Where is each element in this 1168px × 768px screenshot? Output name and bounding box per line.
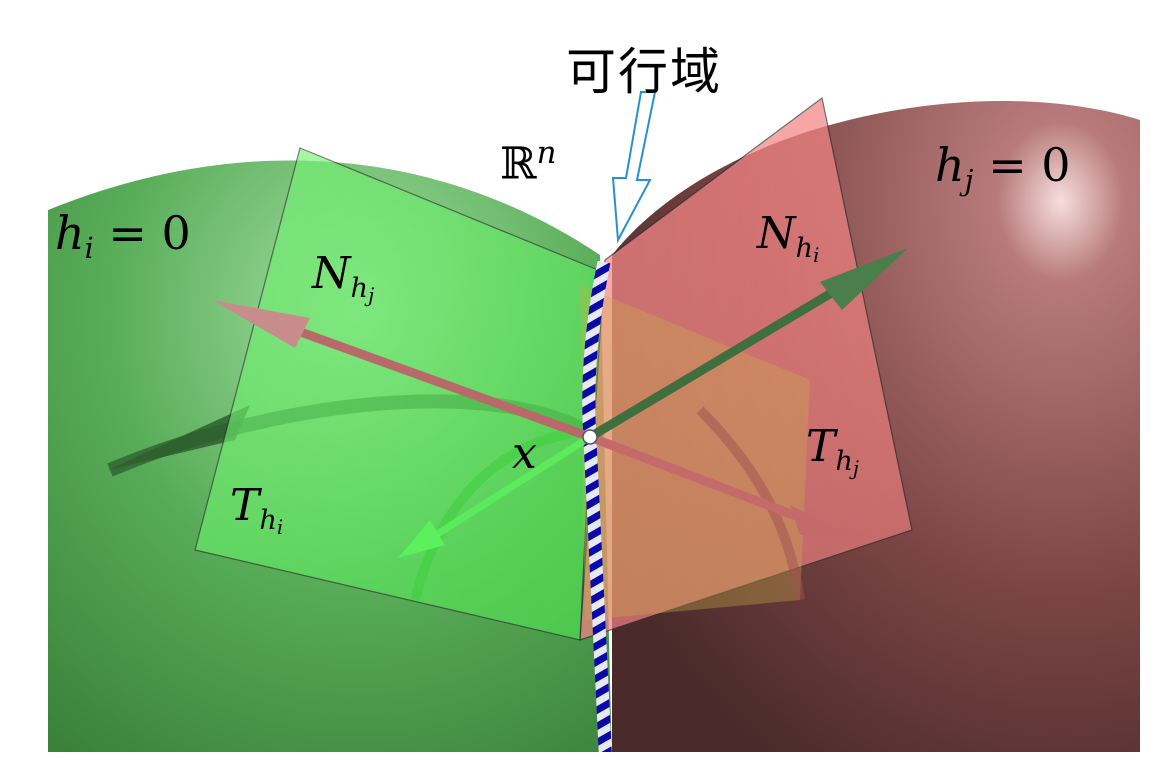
space-label-sup: n	[536, 135, 557, 171]
tangent-hj-var: T	[806, 421, 836, 472]
tangent-hi-label: Thi	[230, 484, 283, 537]
normal-hj-label: Nhj	[312, 252, 374, 305]
tangent-hi-sub: hi	[259, 504, 284, 539]
tangent-hi-subsub: i	[276, 515, 284, 539]
tangent-hj-arrowhead	[790, 505, 850, 535]
space-label-base: ℝ	[500, 138, 537, 190]
tangent-hi-sub-h: h	[259, 504, 277, 536]
normal-hi-var: N	[757, 208, 796, 259]
feasible-region-label: 可行域	[566, 43, 722, 101]
feasible-region-pointer-arrow	[611, 91, 657, 244]
hi-equation-sub: i	[84, 232, 94, 266]
feasible-region-curve	[582, 260, 613, 768]
normal-hj-sub: hj	[350, 272, 375, 307]
normal-hi-label: Nhi	[757, 212, 819, 265]
left-margin	[0, 0, 46, 768]
tangent-hj-arrow-shaft	[588, 432, 822, 530]
hi-curve-arrowhead	[108, 405, 250, 470]
normal-hi-arrow-shaft	[587, 266, 873, 441]
tangent-hi-arrowhead	[398, 520, 445, 558]
tangent-hj-subsub: j	[852, 456, 860, 480]
hi-equation-var: h	[55, 206, 85, 260]
normal-hi-arrowhead	[820, 248, 908, 310]
point-x	[582, 429, 598, 445]
hj-equation-sub: j	[964, 164, 974, 198]
tangent-hj-label: Thj	[806, 425, 859, 478]
normal-hj-var: N	[312, 248, 351, 299]
normal-hi-sub-h: h	[795, 232, 814, 264]
bottom-margin	[0, 752, 1168, 768]
point-x-label: x	[512, 428, 537, 479]
tangent-hj-sub: hj	[835, 445, 860, 480]
normal-hj-arrowhead	[212, 300, 310, 348]
normal-hj-sub-h: h	[350, 272, 369, 304]
normal-hi-sub: hi	[795, 232, 820, 267]
tangent-hi-arrow-shaft	[418, 434, 592, 548]
hi-equation-rest: = 0	[93, 206, 191, 260]
hi-equation-label: hi = 0	[55, 210, 191, 263]
normal-hj-subsub: j	[368, 283, 375, 307]
space-label: ℝn	[500, 138, 556, 187]
hj-equation-label: hj = 0	[935, 142, 1071, 195]
tangent-hi-var: T	[230, 480, 260, 531]
normal-hi-subsub: i	[813, 243, 820, 267]
inner-green-arc	[410, 425, 591, 602]
hj-equation-rest: = 0	[973, 138, 1071, 192]
tangent-hj-sub-h: h	[835, 445, 853, 477]
hj-equation-var: h	[935, 138, 965, 192]
right-margin	[1140, 0, 1168, 768]
plane-overlap-region	[580, 285, 810, 620]
